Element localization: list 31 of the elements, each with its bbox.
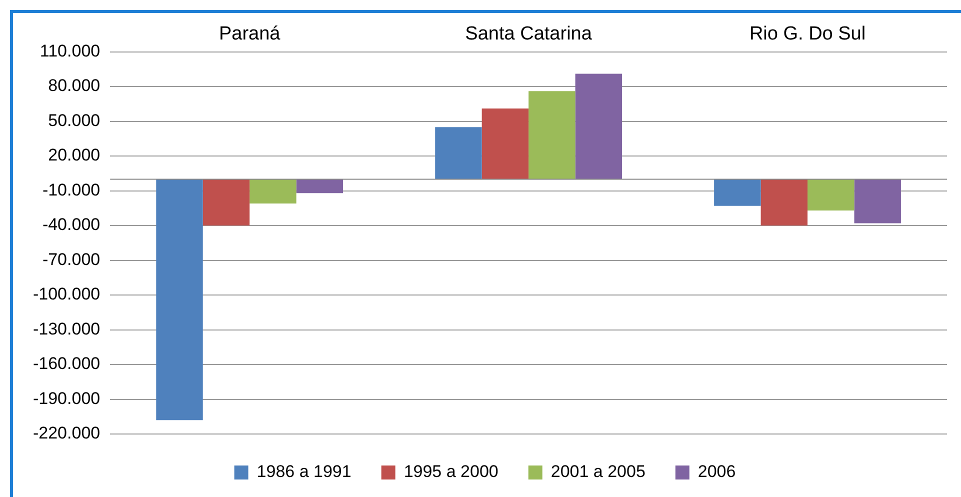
bar (714, 179, 761, 206)
y-tick-label: 80.000 (48, 76, 100, 96)
x-tick-label: Rio G. Do Sul (749, 24, 866, 45)
bar (528, 91, 576, 180)
y-tick-label: -190.000 (32, 388, 100, 408)
bar (296, 179, 344, 194)
legend-label: 1986 a 1991 (256, 462, 352, 482)
y-tick-label: -100.000 (32, 284, 100, 304)
bar (156, 179, 203, 420)
y-tick-label: -220.000 (32, 424, 100, 443)
x-tick-label: Santa Catarina (465, 24, 592, 45)
y-tick-label: -130.000 (32, 319, 100, 338)
bar (482, 108, 529, 180)
y-tick-label: -10.000 (42, 180, 100, 200)
x-tick-label: Paraná (218, 24, 281, 45)
legend-label: 2006 (698, 462, 736, 482)
y-tick-label: -40.000 (42, 215, 100, 234)
bar (760, 179, 808, 226)
y-tick-label: 20.000 (48, 146, 100, 165)
bar (202, 179, 250, 226)
bar (435, 127, 482, 180)
legend-label: 2001 a 2005 (550, 462, 646, 482)
bar (808, 179, 854, 210)
bar (575, 74, 622, 180)
bar (854, 179, 901, 224)
legend-label: 1995 a 2000 (404, 462, 498, 482)
y-tick-label: 110.000 (40, 41, 100, 60)
y-tick-label: -160.000 (32, 354, 100, 374)
bar (250, 179, 296, 204)
y-tick-label: 50.000 (48, 110, 100, 130)
y-tick-label: -70.000 (42, 250, 100, 269)
